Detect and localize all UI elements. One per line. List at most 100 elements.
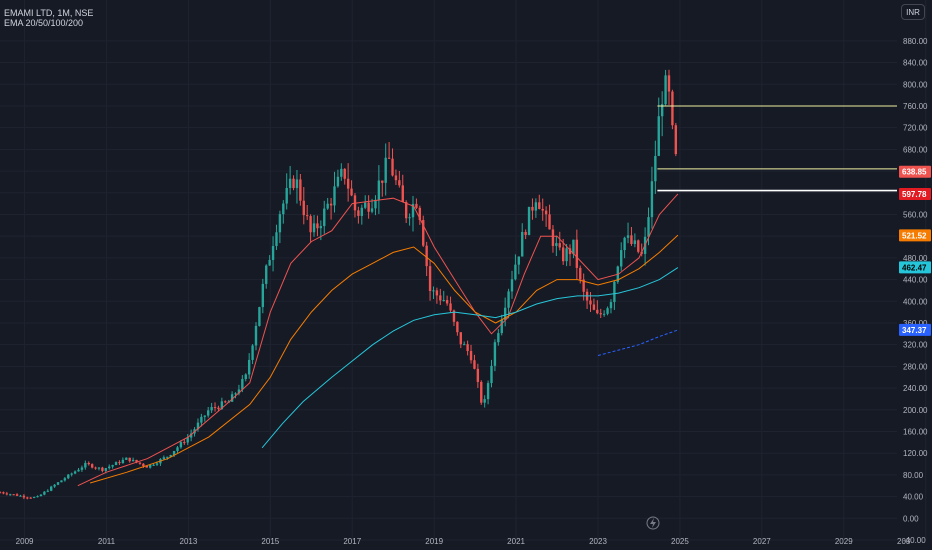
candle-body (360, 207, 363, 216)
candle-body (179, 442, 183, 448)
replay-icon[interactable] (646, 516, 660, 530)
candle-body (609, 302, 613, 309)
candle-body (364, 202, 367, 208)
candle-body (613, 281, 616, 303)
candle-body (241, 378, 244, 390)
candle-body (650, 181, 654, 218)
candle-body (654, 155, 657, 182)
candle-body (138, 462, 142, 464)
candle-body (26, 497, 29, 499)
price-axis[interactable]: -40.00 0.00 40.00 80.00 120.00 160.00 200.00 24… (903, 37, 928, 545)
indicator-legend[interactable]: EMA 20/50/100/200 (4, 18, 84, 28)
candle-body (183, 442, 186, 444)
price-badge-label: 462.47 (902, 263, 927, 272)
candle-body (473, 360, 476, 369)
candle-body (579, 267, 582, 280)
candle-body (282, 203, 285, 215)
price-badge (899, 165, 931, 178)
candle-body (268, 259, 271, 266)
y-tick-label: 400.00 (903, 297, 928, 306)
candle-body (166, 456, 169, 458)
candle-body (203, 415, 206, 417)
candle-body (148, 464, 152, 468)
candle-body (323, 208, 326, 227)
candle-body (514, 264, 517, 280)
chart-title: EMAMI LTD, 1M, NSE (4, 8, 94, 18)
candle-body (278, 214, 282, 233)
candle-body (295, 179, 299, 189)
x-tick-label: 2023 (589, 537, 607, 546)
candle-body (394, 175, 398, 181)
candle-body (476, 368, 480, 382)
candle-body (606, 308, 609, 314)
candle-body (486, 383, 490, 400)
candle-body (46, 490, 49, 492)
x-tick-label: 2009 (16, 537, 34, 546)
candle-body (265, 265, 268, 284)
price-badge (899, 187, 931, 200)
candle-body (247, 359, 251, 375)
candle-body (620, 250, 623, 267)
candle-body (254, 325, 258, 346)
candle-body (572, 239, 575, 255)
candle-body (22, 495, 26, 498)
y-tick-label: 320.00 (903, 341, 928, 350)
candle-body (480, 381, 483, 403)
y-tick-label: 880.00 (903, 37, 928, 46)
candle-body (517, 256, 521, 265)
candle-body (189, 433, 193, 438)
grid-lines (0, 0, 927, 541)
candle-body (29, 497, 32, 499)
candle-body (439, 295, 442, 301)
x-tick-label: 203 (897, 537, 911, 546)
candle-body (411, 203, 415, 218)
ema-line-ema50 (89, 234, 679, 484)
candle-body (340, 168, 343, 177)
candle-body (5, 493, 9, 495)
candle-body (428, 266, 432, 291)
candle-body (483, 399, 486, 403)
candle-body (599, 313, 602, 315)
candle-body (623, 237, 626, 251)
price-badge (899, 261, 931, 274)
candle-body (647, 217, 650, 237)
candle-body (200, 416, 203, 423)
candle-body (401, 185, 404, 203)
x-tick-label: 2025 (671, 537, 689, 546)
candle-body (43, 491, 46, 495)
candle-body (32, 497, 36, 499)
candle-body (633, 240, 637, 244)
time-axis[interactable]: 2009 2011 2013 2015 2017 2019 2021 2023 2025 2027… (16, 537, 911, 546)
y-tick-label: 840.00 (903, 59, 928, 68)
y-tick-label: 160.00 (903, 427, 928, 436)
candle-body (333, 186, 336, 206)
candle-body (531, 206, 534, 211)
candle-body (288, 178, 292, 188)
y-tick-label: 200.00 (903, 406, 928, 415)
candle-body (565, 248, 568, 262)
horizontal-lines (657, 105, 897, 192)
candle-body (507, 291, 510, 308)
candle-body (196, 422, 200, 430)
candle-body (432, 290, 435, 292)
price-badge-label: 521.52 (902, 231, 927, 240)
x-tick-label: 2021 (507, 537, 525, 546)
candle-body (12, 494, 15, 496)
candle-body (230, 394, 234, 402)
candle-body (422, 220, 425, 246)
candle-body (94, 467, 97, 469)
price-badge-label: 638.85 (902, 168, 927, 177)
candle-body (299, 179, 302, 201)
candle-body (343, 168, 346, 179)
candle-body (637, 240, 640, 252)
candle-body (463, 344, 466, 346)
candle-body (435, 290, 439, 296)
candle-body (125, 457, 128, 460)
candle-body (9, 494, 12, 496)
currency-button[interactable]: INR (901, 4, 925, 20)
candle-body (657, 116, 660, 156)
candle-body (53, 484, 56, 487)
candle-body (36, 496, 39, 498)
candle-body (538, 202, 541, 209)
